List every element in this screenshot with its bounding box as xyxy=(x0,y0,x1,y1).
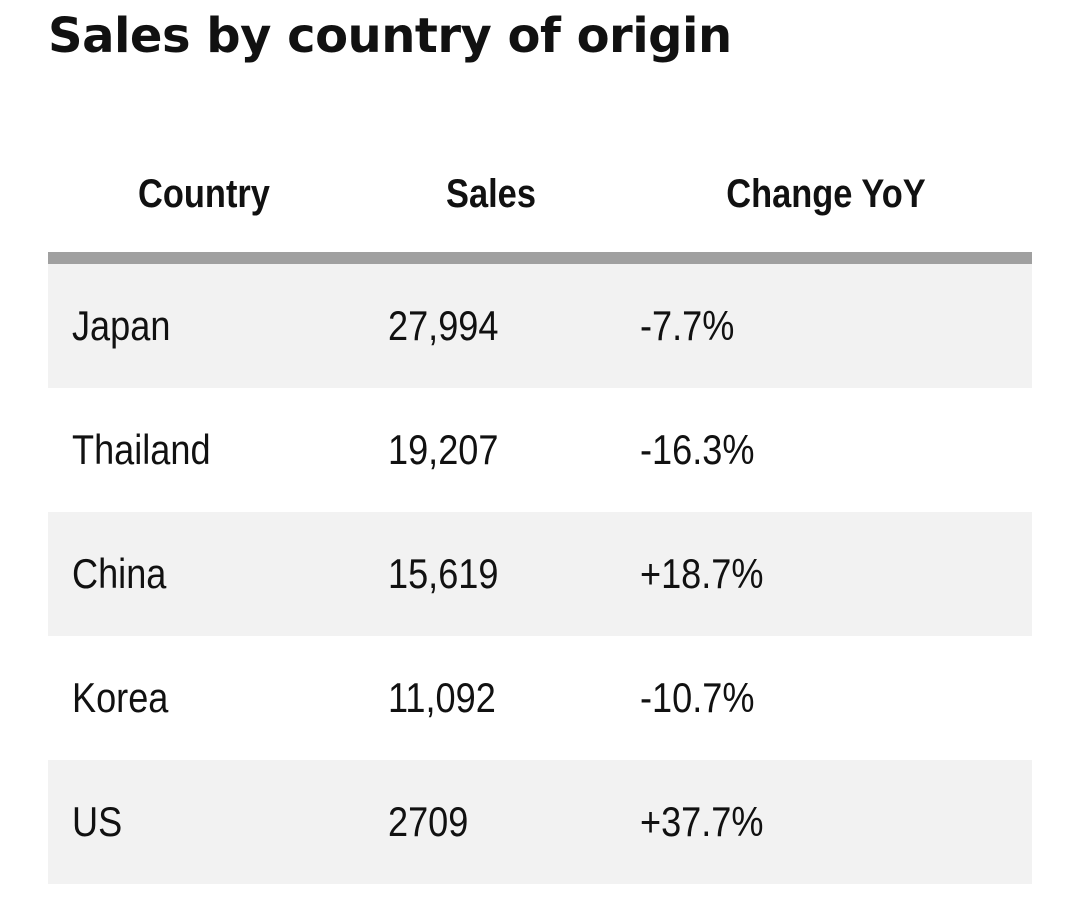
country-cell: Japan xyxy=(72,302,171,349)
sales-table: Country Sales Change YoY Japan 27,994 -7… xyxy=(48,140,1032,884)
column-header-change-yoy: Change YoY xyxy=(726,172,926,216)
column-header-sales: Sales xyxy=(446,172,536,216)
change-cell: -7.7% xyxy=(640,302,735,349)
sales-cell: 19,207 xyxy=(388,426,499,473)
change-cell: +37.7% xyxy=(640,798,764,845)
table-row: Thailand 19,207 -16.3% xyxy=(48,388,1032,512)
country-cell: US xyxy=(72,798,123,845)
table-row: Japan 27,994 -7.7% xyxy=(48,264,1032,388)
country-cell: Korea xyxy=(72,674,169,721)
sales-cell: 27,994 xyxy=(388,302,499,349)
table-row: US 2709 +37.7% xyxy=(48,760,1032,884)
sales-cell: 2709 xyxy=(388,798,469,845)
sales-cell: 15,619 xyxy=(388,550,499,597)
sales-cell: 11,092 xyxy=(388,674,496,721)
change-cell: +18.7% xyxy=(640,550,764,597)
column-header-country: Country xyxy=(138,172,270,216)
table-row: China 15,619 +18.7% xyxy=(48,512,1032,636)
country-cell: Thailand xyxy=(72,426,211,473)
country-cell: China xyxy=(72,550,167,597)
table-row: Korea 11,092 -10.7% xyxy=(48,636,1032,760)
table-body: Japan 27,994 -7.7% Thailand 19,207 -16.3… xyxy=(48,264,1032,884)
header-divider xyxy=(48,252,1032,264)
page-title: Sales by country of origin xyxy=(48,8,732,64)
change-cell: -16.3% xyxy=(640,426,755,473)
table-header: Country Sales Change YoY xyxy=(48,140,1032,252)
change-cell: -10.7% xyxy=(640,674,755,721)
